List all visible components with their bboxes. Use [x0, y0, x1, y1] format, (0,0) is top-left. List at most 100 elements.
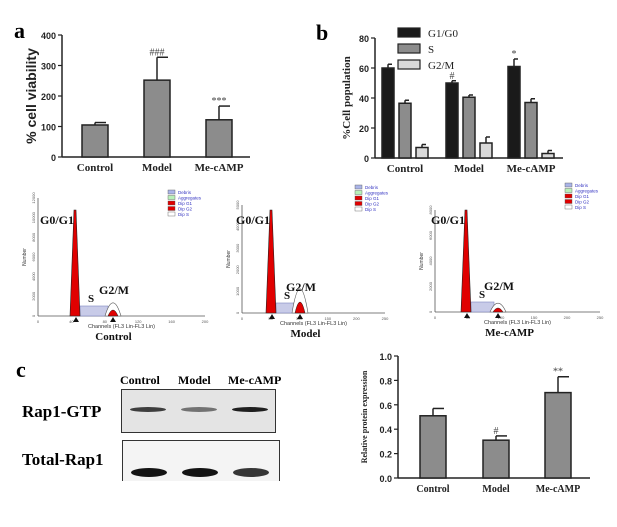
- blot-row-label-total-rap1: Total-Rap1: [22, 450, 104, 469]
- y-tick-label: 200: [41, 92, 56, 102]
- significance-mark: ###: [150, 47, 165, 58]
- g0g1-peak: [69, 209, 81, 317]
- bar: [524, 101, 538, 159]
- histogram-y-tick-label: 3000: [235, 243, 240, 253]
- histogram-y-tick-label: 10000: [31, 211, 36, 223]
- histogram-x-axis-label: Channels (FL3 Lin-FL3 Lin): [484, 320, 551, 326]
- g0g1-label: G0/G1: [40, 213, 74, 227]
- y-tick-label: 0: [364, 154, 369, 164]
- legend-swatch: [397, 27, 421, 38]
- histogram-legend-swatch: [354, 201, 363, 206]
- blot-band: [130, 407, 166, 412]
- x-tick-label: Model: [482, 484, 509, 495]
- legend-label: G1/G0: [428, 28, 458, 40]
- histogram-legend-label: Dip G1: [178, 201, 193, 206]
- bar: [445, 82, 459, 159]
- x-tick-label: Control: [77, 162, 113, 174]
- histogram-x-tick-label: 0: [241, 316, 244, 321]
- panel-label-a: a: [14, 18, 25, 43]
- histogram-y-tick-label: 5000: [235, 200, 240, 210]
- histogram-legend-label: Debris: [365, 185, 379, 190]
- histogram-legend-label: Dip G2: [365, 202, 380, 207]
- histogram-x-tick-label: 100: [498, 315, 505, 320]
- bar: [482, 439, 510, 479]
- y-tick-label: 0.8: [379, 376, 392, 386]
- histogram-legend-swatch: [354, 195, 363, 201]
- y-tick-label: 80: [359, 34, 369, 44]
- histogram-caption: Me-cAMP: [485, 327, 534, 339]
- x-tick-label: Model: [142, 162, 172, 174]
- histogram-x-tick-label: 150: [531, 315, 538, 320]
- significance-mark: ***: [212, 96, 227, 107]
- g2-outline: [291, 288, 309, 314]
- histogram-x-tick-label: 80: [103, 319, 108, 324]
- histogram-y-tick-label: 4000: [428, 256, 433, 266]
- legend-swatch: [397, 59, 421, 70]
- g0g1-label: G0/G1: [236, 213, 270, 227]
- histogram-y-tick-label: 6000: [31, 252, 36, 262]
- lane-label-me-camp: Me-cAMP: [228, 373, 282, 387]
- histogram-y-axis-label: Number: [419, 252, 425, 270]
- y-tick-label: 0.0: [379, 474, 392, 484]
- histogram-y-tick-label: 2000: [31, 291, 36, 301]
- g0g1-peak: [460, 209, 472, 313]
- histogram-y-axis-label: Number: [22, 248, 28, 266]
- y-tick-label: 0.4: [379, 425, 392, 435]
- histogram-legend-label: Dip S: [575, 205, 586, 210]
- legend-label: G2/M: [428, 60, 455, 72]
- bar: [398, 102, 412, 159]
- blot-total-rap1: [122, 440, 280, 481]
- histogram-legend-swatch: [564, 204, 573, 210]
- histogram-y-tick-label: 0: [31, 314, 36, 317]
- histogram-legend-swatch: [167, 211, 176, 217]
- histogram-y-axis-label: Number: [226, 250, 232, 268]
- legend-swatch: [397, 43, 421, 54]
- histogram-legend-label: Dip G2: [178, 207, 193, 212]
- histogram-x-tick-label: 250: [597, 315, 604, 320]
- bar: [381, 67, 395, 159]
- histogram-legend-swatch: [167, 200, 176, 206]
- g2m-label: G2/M: [484, 279, 514, 293]
- x-tick-label: Control: [387, 163, 423, 175]
- significance-mark: *: [512, 49, 517, 60]
- bar: [205, 119, 233, 158]
- histogram-legend-swatch: [564, 182, 573, 188]
- s-label: S: [479, 289, 485, 301]
- histogram-legend-swatch: [167, 206, 176, 211]
- bar: [415, 146, 429, 159]
- g2-outline: [489, 302, 507, 313]
- y-tick-label: 0: [51, 153, 56, 163]
- histogram-x-tick-label: 150: [324, 316, 331, 321]
- histogram-legend-swatch: [564, 188, 573, 193]
- x-tick-label: Me-cAMP: [195, 162, 244, 174]
- g1-marker-icon: [464, 313, 470, 318]
- significance-mark: **: [553, 367, 563, 378]
- histogram-x-axis-label: Channels (FL3 Lin-FL3 Lin): [280, 321, 347, 327]
- y-tick-label: 20: [359, 124, 369, 134]
- histogram-legend-label: Debris: [178, 190, 192, 195]
- panel-label-c: c: [16, 357, 26, 382]
- g2-marker-icon: [110, 317, 116, 322]
- histogram-legend-swatch: [354, 184, 363, 190]
- bar: [143, 79, 171, 158]
- legend-label: S: [428, 44, 434, 56]
- histogram-x-tick-label: 160: [168, 319, 175, 324]
- histogram-legend-label: Dip S: [178, 212, 189, 217]
- histogram-x-axis-label: Channels (FL3 Lin-FL3 Lin): [88, 324, 155, 330]
- blot-rap1-gtp: [121, 389, 276, 433]
- s-label: S: [88, 293, 94, 305]
- histogram-legend-swatch: [564, 193, 573, 199]
- g0g1-peak: [265, 209, 277, 314]
- histogram-x-tick-label: 120: [135, 319, 142, 324]
- g1-marker-icon: [73, 317, 79, 322]
- bar: [541, 152, 555, 159]
- histogram-legend-swatch: [564, 199, 573, 204]
- bar: [479, 142, 493, 159]
- x-tick-label: Me-cAMP: [536, 484, 580, 495]
- y-tick-label: 300: [41, 62, 56, 72]
- blot-band: [131, 468, 167, 477]
- panel-label-b: b: [316, 20, 329, 45]
- histogram-y-tick-label: 12000: [31, 192, 36, 204]
- histogram-legend-swatch: [167, 189, 176, 195]
